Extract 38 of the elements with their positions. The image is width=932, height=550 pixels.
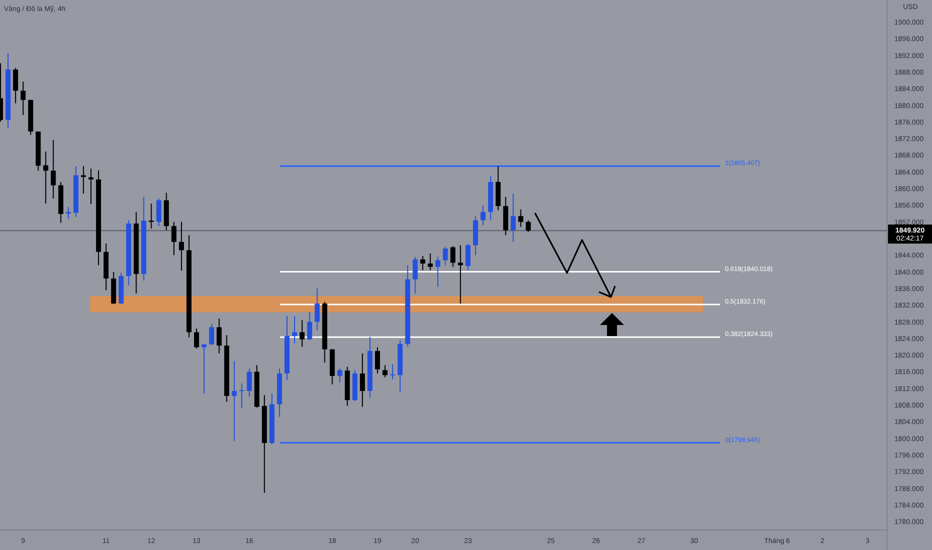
candlestick bbox=[314, 288, 320, 331]
candlestick bbox=[178, 221, 184, 272]
candlestick bbox=[43, 151, 48, 204]
candlestick bbox=[375, 346, 380, 374]
candlestick bbox=[337, 368, 342, 384]
candlestick bbox=[216, 318, 222, 354]
candlestick bbox=[382, 364, 388, 378]
candlestick bbox=[360, 352, 365, 408]
candlestick bbox=[66, 206, 71, 220]
candlestick bbox=[148, 203, 154, 230]
candlestick bbox=[428, 253, 433, 271]
candlestick bbox=[209, 323, 214, 346]
candlestick bbox=[80, 166, 86, 194]
candlestick bbox=[88, 168, 94, 205]
candlestick bbox=[171, 221, 176, 256]
candlestick bbox=[232, 360, 237, 442]
candlestick bbox=[450, 246, 456, 268]
candlestick bbox=[465, 243, 470, 271]
candlestick bbox=[442, 246, 448, 266]
candlestick bbox=[518, 208, 524, 228]
candlestick bbox=[420, 256, 426, 271]
candlestick bbox=[458, 244, 463, 304]
candlestick bbox=[390, 364, 396, 380]
candlestick bbox=[20, 81, 26, 116]
candlestick bbox=[307, 311, 312, 341]
candlestick bbox=[480, 204, 486, 226]
candlestick bbox=[246, 368, 252, 398]
candlestick bbox=[292, 316, 298, 344]
candlestick bbox=[526, 220, 531, 232]
candlestick bbox=[300, 320, 305, 348]
candlestick bbox=[239, 382, 244, 409]
candlestick bbox=[194, 328, 200, 349]
candlestick bbox=[435, 256, 440, 288]
candlestick bbox=[13, 67, 18, 104]
candlestick bbox=[412, 256, 418, 294]
candlestick bbox=[50, 139, 56, 200]
candlestick bbox=[510, 193, 516, 242]
candlestick bbox=[156, 198, 162, 227]
